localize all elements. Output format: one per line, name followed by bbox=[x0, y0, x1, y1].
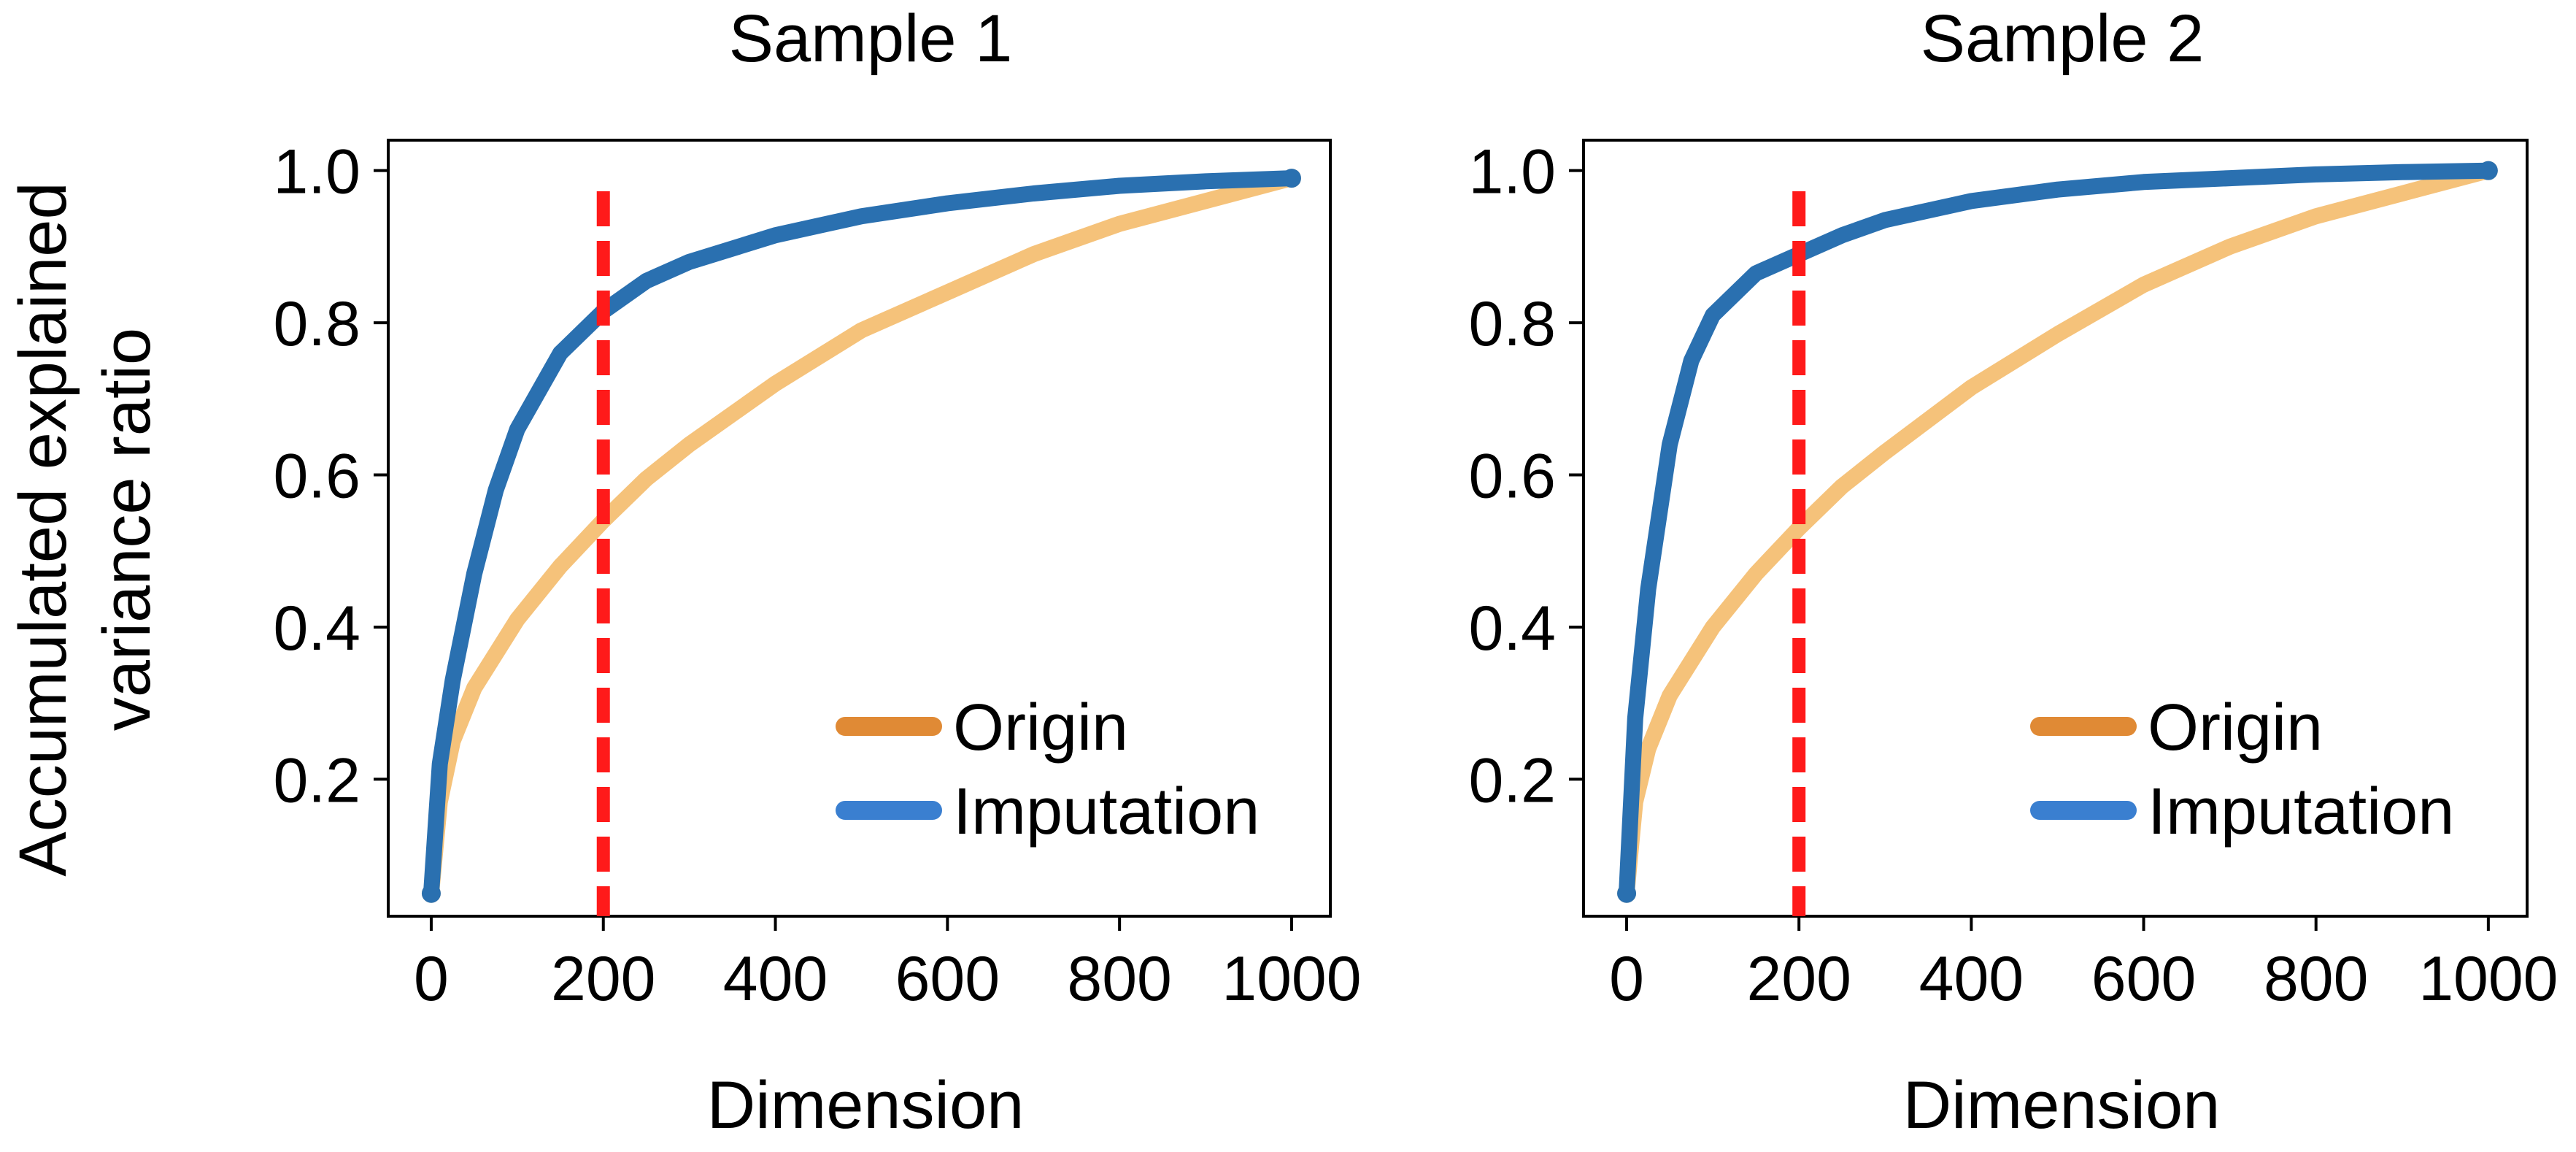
y-tick-label: 1.0 bbox=[273, 137, 360, 207]
chart-title: Sample 2 bbox=[1921, 1, 2205, 76]
x-tick-label: 0 bbox=[414, 944, 449, 1014]
x-tick-label: 0 bbox=[1609, 944, 1644, 1014]
series-end-point-imputation bbox=[1281, 169, 1301, 188]
x-axis-label: Dimension bbox=[707, 1068, 1025, 1143]
legend-label-imputation: Imputation bbox=[953, 775, 1260, 848]
series-line-origin bbox=[423, 170, 1300, 902]
x-tick-label: 200 bbox=[1746, 944, 1851, 1014]
chart-panel-sample-2: Sample 2 Dimension 0 200 400 600 800 10000.20… bbox=[1468, 1, 2558, 1143]
x-tick-label: 800 bbox=[2264, 944, 2369, 1014]
plot-area: 0 200 400 600 800 1000 0.2 0.4 0.6 0.8 1.0 Origin Im… bbox=[273, 137, 1361, 1014]
legend: Origin Imputation bbox=[2030, 691, 2454, 848]
legend: Origin Imputation bbox=[836, 691, 1260, 848]
y-tick-label: 0.2 bbox=[1468, 745, 1556, 815]
y-tick-label: 0.6 bbox=[273, 442, 360, 512]
y-tick-label: 0.8 bbox=[273, 289, 360, 359]
x-tick-label: 1000 bbox=[2418, 944, 2558, 1014]
y-tick-label: 0.6 bbox=[1468, 442, 1556, 512]
y-tick-label: 0.8 bbox=[1468, 289, 1556, 359]
x-axis-label: Dimension bbox=[1903, 1068, 2221, 1143]
series-end-point-imputation bbox=[2478, 161, 2498, 180]
axes-frame bbox=[1582, 139, 2529, 918]
y-axis-label: Accumulated explained variance ratio bbox=[6, 182, 164, 876]
chart-title: Sample 1 bbox=[729, 1, 1013, 76]
series-line-imputation bbox=[423, 170, 1300, 902]
series-line-imputation bbox=[1619, 162, 2496, 902]
series-start-point-imputation bbox=[1617, 883, 1637, 903]
x-tick-label: 1000 bbox=[1222, 944, 1361, 1014]
x-tick-label: 600 bbox=[895, 944, 1000, 1014]
x-tick-label: 400 bbox=[723, 944, 828, 1014]
y-tick-label: 0.4 bbox=[1468, 594, 1556, 664]
axes-frame bbox=[387, 139, 1332, 918]
x-tick-label: 600 bbox=[2091, 944, 2197, 1014]
plot-area: 0 200 400 600 800 1000 0.2 0.4 0.6 0.8 1.0 Origin Im… bbox=[1468, 137, 2558, 1014]
x-tick-label: 800 bbox=[1067, 944, 1172, 1014]
legend-label-origin: Origin bbox=[953, 691, 1128, 764]
legend-label-origin: Origin bbox=[2148, 691, 2323, 764]
x-tick-label: 200 bbox=[551, 944, 656, 1014]
y-tick-label: 0.2 bbox=[273, 745, 360, 815]
series-line-origin bbox=[1619, 162, 2496, 902]
y-tick-label: 1.0 bbox=[1468, 137, 1556, 207]
y-tick-label: 0.4 bbox=[273, 594, 360, 664]
chart-panel-sample-1: Sample 1 Dimension 0 200 400 600 800 10000.20… bbox=[273, 1, 1361, 1143]
y-axis-label-line-1: Accumulated explained bbox=[6, 182, 80, 876]
y-axis-label-line-2: variance ratio bbox=[90, 328, 164, 731]
x-tick-label: 400 bbox=[1919, 944, 2024, 1014]
legend-label-imputation: Imputation bbox=[2148, 775, 2454, 848]
series-start-point-imputation bbox=[421, 883, 441, 903]
